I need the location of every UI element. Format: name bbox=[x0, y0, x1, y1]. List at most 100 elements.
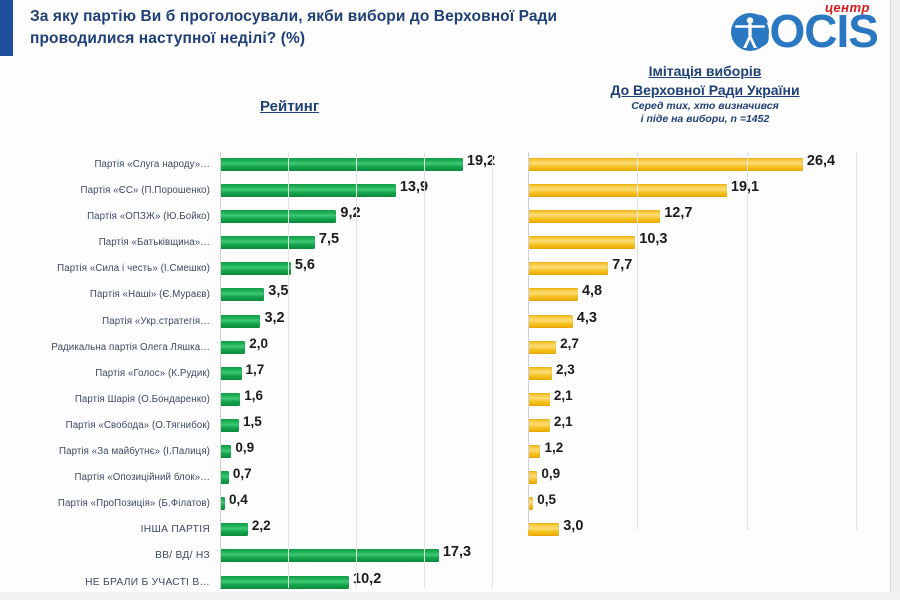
simulated-election-bar-chart: 26,4 19,1 12,7 10,3 7,7 4,8 4,3 2,7 2,3 2,1 2,1 1,2… bbox=[528, 152, 858, 592]
chart-row: 19,2 bbox=[220, 152, 498, 178]
chart-row: 3,5 bbox=[220, 282, 498, 308]
bar-value-label: 4,3 bbox=[576, 309, 597, 326]
chart-row: 12,7 bbox=[528, 204, 858, 230]
bar[interactable] bbox=[220, 184, 396, 198]
category-label: Партія «Наші» (Є.Мураєв) bbox=[89, 289, 210, 301]
bar-value-label: 2,0 bbox=[249, 335, 269, 351]
bar[interactable] bbox=[528, 497, 534, 511]
bar[interactable] bbox=[220, 471, 229, 485]
bar[interactable] bbox=[528, 366, 552, 380]
chart-row: 0,7 bbox=[220, 465, 498, 491]
bar[interactable] bbox=[528, 523, 560, 537]
category-label: ВВ/ ВД/ НЗ bbox=[155, 550, 210, 562]
bar[interactable] bbox=[220, 314, 261, 328]
chart-row: 26,4 bbox=[528, 152, 858, 178]
vitruvian-figure-icon bbox=[731, 13, 769, 51]
chart-row: 7,7 bbox=[528, 256, 858, 282]
bar-value-label: 0,9 bbox=[235, 440, 255, 456]
bar[interactable] bbox=[220, 497, 226, 511]
gridline bbox=[356, 152, 357, 588]
right-heading-sub1: Серед тих, хто визначився bbox=[631, 99, 779, 112]
bar-value-label: 26,4 bbox=[806, 153, 836, 169]
rating-bars: 19,2 13,9 9,2 7,5 5,6 3,5 3,2 2,0 1,7 1,6 1,5 0,9 0,… bbox=[220, 152, 498, 596]
bar-value-label: 2,7 bbox=[560, 335, 579, 351]
category-label: Партія «За майбутнє» (І.Палиця) bbox=[59, 446, 210, 458]
chart-row: 1,6 bbox=[220, 387, 498, 413]
chart-row: 7,5 bbox=[220, 230, 498, 256]
bar[interactable] bbox=[220, 366, 242, 380]
chart-row: 2,7 bbox=[528, 335, 858, 361]
chart-row: 1,5 bbox=[220, 413, 498, 439]
category-label: Партія «Голос» (К.Рудик) bbox=[95, 367, 210, 379]
right-edge-shade bbox=[891, 0, 900, 600]
bar-value-label: 12,7 bbox=[664, 205, 693, 222]
category-label: Партія «Свобода» (О.Тягнибок) bbox=[65, 419, 210, 431]
category-label: Радикальна партія Олега Ляшка… bbox=[51, 341, 210, 353]
bar[interactable] bbox=[220, 575, 350, 589]
bar[interactable] bbox=[220, 210, 337, 224]
bar-value-label: 9,2 bbox=[340, 205, 361, 222]
chart-row: 1,2 bbox=[528, 439, 858, 465]
bar-value-label: 19,1 bbox=[730, 179, 760, 196]
chart-row: 2,0 bbox=[220, 335, 498, 361]
bar-value-label: 0,9 bbox=[541, 466, 561, 482]
chart-row: 0,4 bbox=[220, 491, 498, 517]
bar[interactable] bbox=[528, 418, 550, 432]
bar[interactable] bbox=[528, 158, 803, 171]
bar-value-label: 5,6 bbox=[294, 257, 316, 274]
gridline bbox=[288, 152, 289, 588]
bar[interactable] bbox=[528, 184, 727, 198]
gridline bbox=[492, 152, 493, 588]
gridline bbox=[220, 152, 221, 588]
chart-row: 0,9 bbox=[220, 439, 498, 465]
chart-row: 10,2 bbox=[220, 570, 498, 596]
chart-row: 10,3 bbox=[528, 230, 858, 256]
chart-row: 1,7 bbox=[220, 361, 498, 387]
bar-value-label: 3,0 bbox=[563, 518, 584, 535]
bar[interactable] bbox=[528, 392, 550, 406]
bar-value-label: 1,2 bbox=[544, 440, 564, 456]
bar[interactable] bbox=[220, 262, 291, 276]
bar[interactable] bbox=[220, 392, 241, 406]
chart-row: 0,5 bbox=[528, 491, 858, 517]
bar[interactable] bbox=[220, 340, 246, 354]
bar-value-label: 3,5 bbox=[268, 283, 289, 300]
gridline bbox=[856, 152, 857, 530]
left-chart-heading: Рейтинг bbox=[260, 98, 320, 115]
right-heading-sub2: і піде на вибори, n =1452 bbox=[640, 113, 770, 126]
category-label: Партія «Сила і честь» (І.Смешко) bbox=[57, 263, 210, 275]
chart-row bbox=[528, 543, 858, 569]
bar-value-label: 3,2 bbox=[264, 309, 285, 326]
bar[interactable] bbox=[220, 288, 265, 302]
category-label: Партія «Опозиційний блок»… bbox=[74, 472, 210, 484]
chart-row bbox=[528, 570, 858, 596]
bar-value-label: 0,5 bbox=[537, 492, 556, 508]
chart-row: 2,1 bbox=[528, 387, 858, 413]
bar[interactable] bbox=[528, 236, 636, 250]
bar[interactable] bbox=[220, 236, 315, 250]
bar-value-label: 0,7 bbox=[232, 466, 252, 482]
bar-value-label: 1,7 bbox=[245, 361, 265, 377]
logo-subtext: центр bbox=[825, 0, 870, 15]
right-heading-line2: До Верховної Ради України bbox=[610, 81, 800, 98]
simulated-election-bars: 26,4 19,1 12,7 10,3 7,7 4,8 4,3 2,7 2,3 2,1 2,1 1,2… bbox=[528, 152, 858, 596]
chart-row: 4,3 bbox=[528, 309, 858, 335]
bar[interactable] bbox=[220, 445, 232, 459]
bar[interactable] bbox=[528, 314, 573, 328]
bar[interactable] bbox=[528, 262, 609, 276]
bar-value-label: 10,3 bbox=[639, 231, 668, 248]
bar[interactable] bbox=[528, 288, 578, 302]
socis-logo: центр SOCIS bbox=[678, 0, 879, 58]
bar[interactable] bbox=[528, 340, 557, 354]
bar[interactable] bbox=[220, 158, 463, 171]
bar[interactable] bbox=[528, 210, 661, 224]
category-label: НЕ БРАЛИ Б УЧАСТІ В… bbox=[85, 576, 210, 588]
bar[interactable] bbox=[220, 549, 439, 563]
bar-value-label: 1,5 bbox=[242, 413, 262, 429]
bar[interactable] bbox=[220, 523, 248, 537]
bar-value-label: 2,2 bbox=[251, 518, 271, 534]
bar[interactable] bbox=[528, 445, 541, 459]
bar[interactable] bbox=[220, 418, 239, 432]
bar[interactable] bbox=[528, 471, 538, 485]
